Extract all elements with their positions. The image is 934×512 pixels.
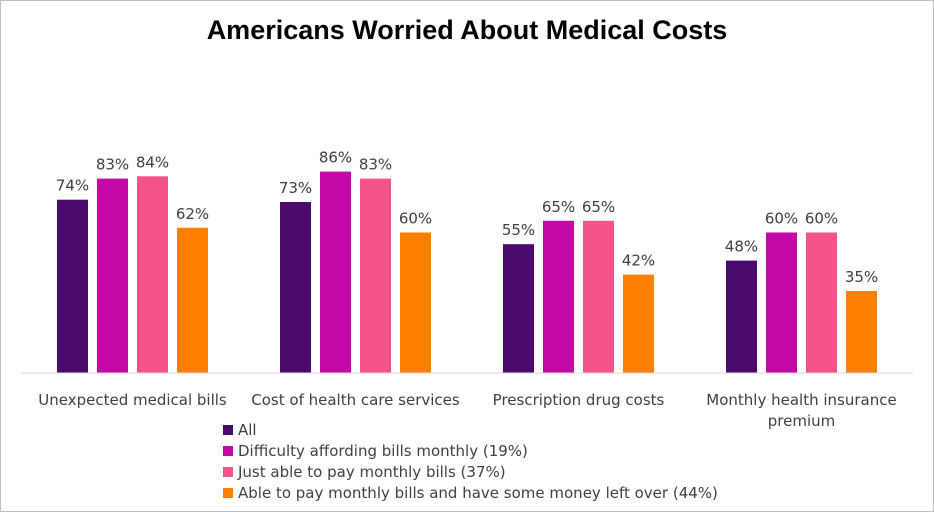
bar [583, 220, 614, 373]
data-label: 83% [96, 156, 129, 174]
legend-swatch [223, 445, 233, 456]
bar [57, 199, 88, 373]
bar [177, 227, 208, 373]
legend-swatch [223, 466, 233, 477]
data-label: 62% [176, 205, 209, 223]
category-label: Cost of health care services [251, 391, 460, 409]
data-label: 60% [399, 210, 432, 228]
bar [623, 274, 654, 373]
data-label: 42% [622, 252, 655, 270]
data-label: 35% [845, 268, 878, 286]
chart-title: Americans Worried About Medical Costs [206, 15, 728, 45]
bar [543, 220, 574, 373]
legend-label: Able to pay monthly bills and have some … [238, 483, 718, 502]
legend-label: All [238, 420, 257, 439]
bar [400, 232, 431, 373]
legend-swatch [223, 487, 233, 498]
bar [726, 260, 757, 373]
data-label: 73% [279, 179, 312, 197]
bar [766, 232, 797, 373]
data-label: 83% [359, 156, 392, 174]
bar [846, 291, 877, 373]
bar [360, 178, 391, 373]
data-label: 60% [805, 210, 838, 228]
category-label: Unexpected medical bills [38, 391, 227, 409]
data-label: 86% [319, 149, 352, 167]
bar [97, 178, 128, 373]
bar [137, 176, 168, 373]
data-label: 60% [765, 210, 798, 228]
category-label: Monthly health insurance [706, 391, 896, 409]
legend-item: All [223, 419, 718, 440]
category-label: Prescription drug costs [493, 391, 665, 409]
bar [503, 244, 534, 373]
data-label: 74% [56, 177, 89, 195]
legend-label: Just able to pay monthly bills (37%) [238, 462, 506, 481]
legend-label: Difficulty affording bills monthly (19%) [238, 441, 528, 460]
data-label: 84% [136, 153, 169, 171]
data-label: 48% [725, 238, 758, 256]
legend-item: Just able to pay monthly bills (37%) [223, 461, 718, 482]
data-label: 65% [582, 198, 615, 216]
legend-item: Difficulty affording bills monthly (19%) [223, 440, 718, 461]
legend: All Difficulty affording bills monthly (1… [223, 419, 718, 503]
bar [806, 232, 837, 373]
bar [280, 202, 311, 373]
data-label: 55% [502, 221, 535, 239]
legend-swatch [223, 424, 233, 435]
category-label: premium [768, 412, 836, 430]
legend-item: Able to pay monthly bills and have some … [223, 482, 718, 503]
bar [320, 171, 351, 373]
data-label: 65% [542, 198, 575, 216]
